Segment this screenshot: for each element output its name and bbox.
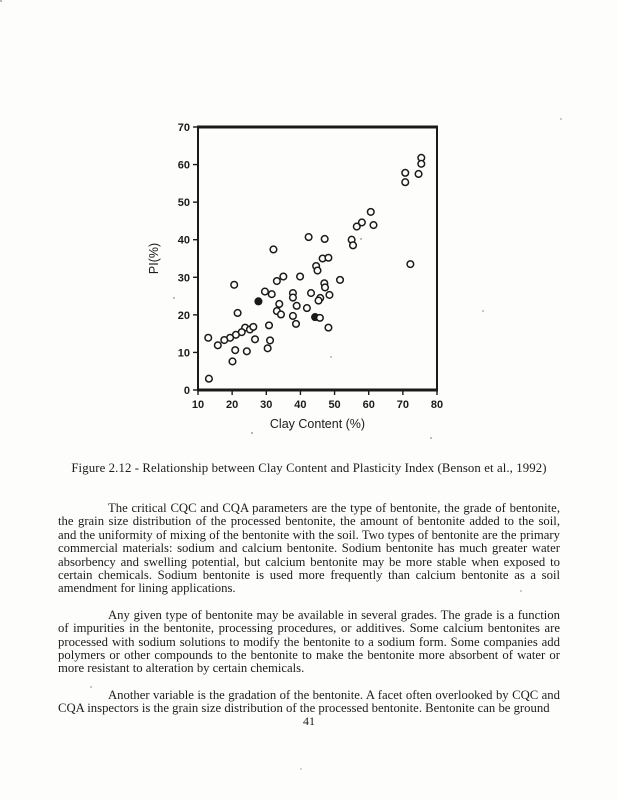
svg-text:PI(%): PI(%) — [147, 243, 161, 274]
svg-text:80: 80 — [431, 399, 443, 411]
svg-text:50: 50 — [328, 399, 340, 411]
svg-text:10: 10 — [178, 347, 190, 359]
paragraph-2: Any given type of bentonite may be avail… — [58, 607, 560, 676]
svg-text:40: 40 — [178, 235, 190, 247]
svg-text:30: 30 — [260, 399, 272, 411]
svg-text:70: 70 — [178, 122, 190, 134]
svg-text:40: 40 — [294, 399, 306, 411]
svg-text:70: 70 — [397, 399, 409, 411]
paragraph-1: The critical CQC and CQA parameters are … — [58, 501, 560, 596]
page-number: 41 — [303, 714, 315, 728]
figure-2-12: 10 20 30 40 50 60 70 80 0 10 20 30 40 50 60 70 Clay Cont… — [145, 112, 475, 442]
body-text: The critical CQC and CQA parameters are … — [58, 501, 560, 729]
figure-caption: Figure 2.12 - Relationship between Clay … — [71, 461, 547, 475]
svg-text:30: 30 — [178, 272, 190, 284]
scan-noise — [0, 0, 2, 2]
paragraph-3: Another variable is the gradation of the… — [58, 687, 560, 716]
svg-text:50: 50 — [178, 197, 190, 209]
svg-text:60: 60 — [178, 160, 190, 172]
svg-text:60: 60 — [363, 399, 375, 411]
svg-text:Clay Content (%): Clay Content (%) — [270, 417, 365, 431]
svg-text:10: 10 — [192, 399, 204, 411]
svg-text:0: 0 — [184, 385, 190, 397]
svg-text:20: 20 — [178, 310, 190, 322]
svg-text:20: 20 — [226, 399, 238, 411]
